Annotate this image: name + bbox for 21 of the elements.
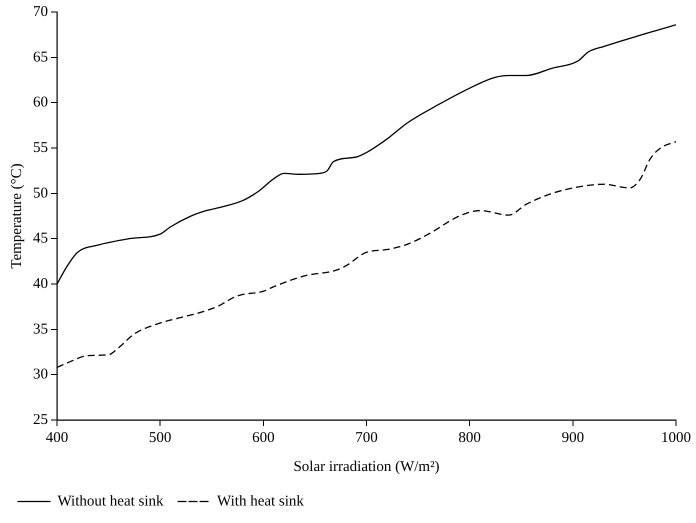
y-tick-label: 55 xyxy=(33,140,48,156)
y-tick-label: 30 xyxy=(33,366,48,383)
legend-label: With heat sink xyxy=(217,493,304,510)
x-axis-title: Solar irradiation (W/m²) xyxy=(293,458,440,475)
y-tick-label: 45 xyxy=(33,230,48,247)
y-tick-label: 25 xyxy=(33,412,48,428)
y-tick-label: 40 xyxy=(33,276,48,292)
x-tick-label: 700 xyxy=(355,430,378,446)
x-tick-label: 1000 xyxy=(661,430,691,446)
legend-label: Without heat sink xyxy=(58,493,164,510)
x-tick-label: 800 xyxy=(458,430,481,446)
x-tick-label: 600 xyxy=(252,430,275,446)
y-axis-title: Temperature (°C) xyxy=(8,163,25,269)
y-tick-label: 50 xyxy=(33,185,48,202)
x-tick-label: 900 xyxy=(562,430,584,446)
y-tick-label: 60 xyxy=(33,94,48,111)
x-tick-label: 500 xyxy=(148,430,172,446)
y-tick-label: 35 xyxy=(33,321,48,338)
y-tick-label: 70 xyxy=(33,4,48,20)
y-tick-label: 65 xyxy=(33,49,48,66)
x-tick-label: 400 xyxy=(46,430,68,446)
